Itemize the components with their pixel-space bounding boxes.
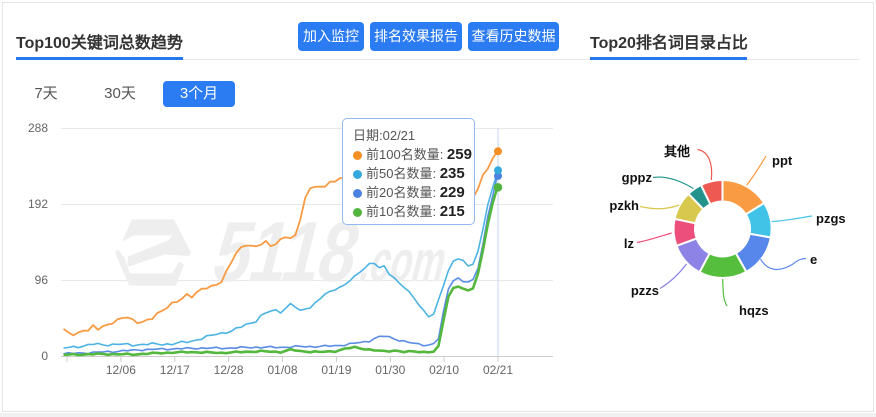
svg-text:pzgs: pzgs xyxy=(816,211,846,226)
svg-text:01/08: 01/08 xyxy=(267,363,297,377)
svg-text:lz: lz xyxy=(624,236,635,251)
svg-text:12/17: 12/17 xyxy=(160,363,190,377)
svg-text:hqzs: hqzs xyxy=(739,303,769,318)
svg-text:gppz: gppz xyxy=(622,170,653,185)
svg-text:e: e xyxy=(810,252,817,267)
svg-text:288: 288 xyxy=(28,121,48,135)
svg-text:02/10: 02/10 xyxy=(429,363,459,377)
svg-text:12/28: 12/28 xyxy=(214,363,244,377)
svg-text:96: 96 xyxy=(35,273,49,287)
svg-text:12/06: 12/06 xyxy=(106,363,136,377)
svg-text:02/21: 02/21 xyxy=(483,363,513,377)
svg-text:pzkh: pzkh xyxy=(609,198,639,213)
svg-text:01/30: 01/30 xyxy=(375,363,405,377)
svg-text:pzzs: pzzs xyxy=(631,283,659,298)
svg-text:0: 0 xyxy=(41,349,48,363)
svg-text:5118: 5118 xyxy=(204,206,368,300)
svg-text:192: 192 xyxy=(28,197,48,211)
svg-text:01/19: 01/19 xyxy=(321,363,351,377)
svg-text:ppt: ppt xyxy=(772,153,793,168)
svg-text:其他: 其他 xyxy=(664,144,690,159)
svg-text:.com: .com xyxy=(354,229,454,294)
